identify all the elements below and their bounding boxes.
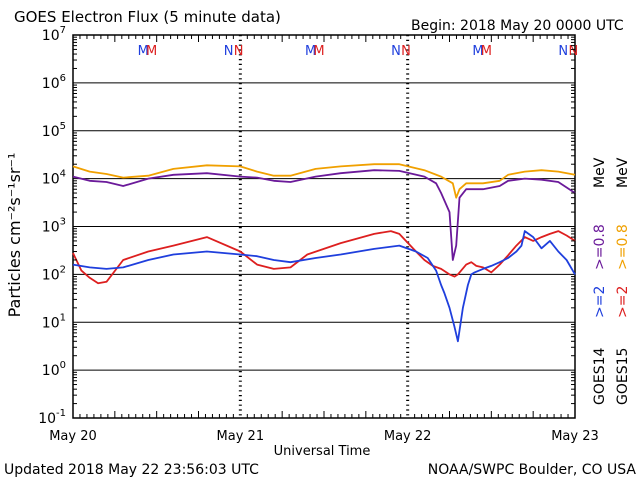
mn-marker: M [481,44,492,59]
mn-marker: N [224,44,234,59]
x-tick-label: May 23 [551,429,599,444]
x-tick-label: May 22 [384,429,432,444]
legend-goes14: GOES14 [592,347,608,405]
y-axis-tick-labels: 10-1 100 101 102 103 104 105 106 107 [38,25,575,427]
y-tick-label: 103 [42,217,66,236]
series-line-1 [72,169,576,261]
legend-g15-ge08: >=0.8 [615,224,631,270]
series-line-3 [72,230,576,343]
legend-goes15: GOES15 [615,348,631,405]
y-tick-label: 107 [42,25,66,44]
y-tick-label: 101 [42,312,66,331]
footer-credit: NOAA/SWPC Boulder, CO USA [428,462,637,478]
mn-marker: N [558,44,568,59]
mn-marker: N [401,44,411,59]
legend-g14-ge08: >=0.8 [592,224,608,270]
mn-marker: M [138,44,149,59]
y-gridlines [73,82,575,371]
mn-markers: MM N N MM N N MM N N [138,44,579,59]
mn-marker: M [305,44,316,59]
y-tick-label: 106 [42,73,66,92]
mn-marker: M [313,44,324,59]
legend-unit-goes14: MeV [592,157,608,188]
x-axis-label: Universal Time [274,444,371,459]
y-tick-label: 102 [42,264,66,283]
legend: GOES14 GOES15 >=2 >=2 >=0.8 >=0.8 MeV Me… [592,157,631,405]
y-tick-label: 104 [42,169,66,188]
x-axis-tick-labels: May 20 May 21 May 22 May 23 [49,35,599,444]
plot-area: MM N N MM N N MM N N [72,34,579,419]
mn-marker: N [234,44,244,59]
chart-title: GOES Electron Flux (5 minute data) [14,8,281,26]
legend-g15-ge2: >=2 [615,286,631,318]
series-line-2 [72,230,576,285]
footer-updated: Updated 2018 May 22 23:56:03 UTC [4,462,259,478]
mn-marker: N [391,44,401,59]
y-tick-label: 10-1 [38,408,66,427]
mn-marker: M [146,44,157,59]
begin-label: Begin: 2018 May 20 0000 UTC [411,18,624,34]
x-tick-label: May 21 [217,429,265,444]
legend-g14-ge2: >=2 [592,286,608,318]
y-tick-label: 100 [42,360,66,379]
mn-marker: M [472,44,483,59]
mn-marker: N [568,44,578,59]
series-lines [72,163,576,343]
y-tick-label: 105 [42,121,66,140]
legend-unit-goes15: MeV [615,157,631,188]
series-line-0 [72,163,576,199]
y-axis-label: Particles cm⁻²s⁻¹sr⁻¹ [5,153,24,318]
x-tick-label: May 20 [49,429,97,444]
